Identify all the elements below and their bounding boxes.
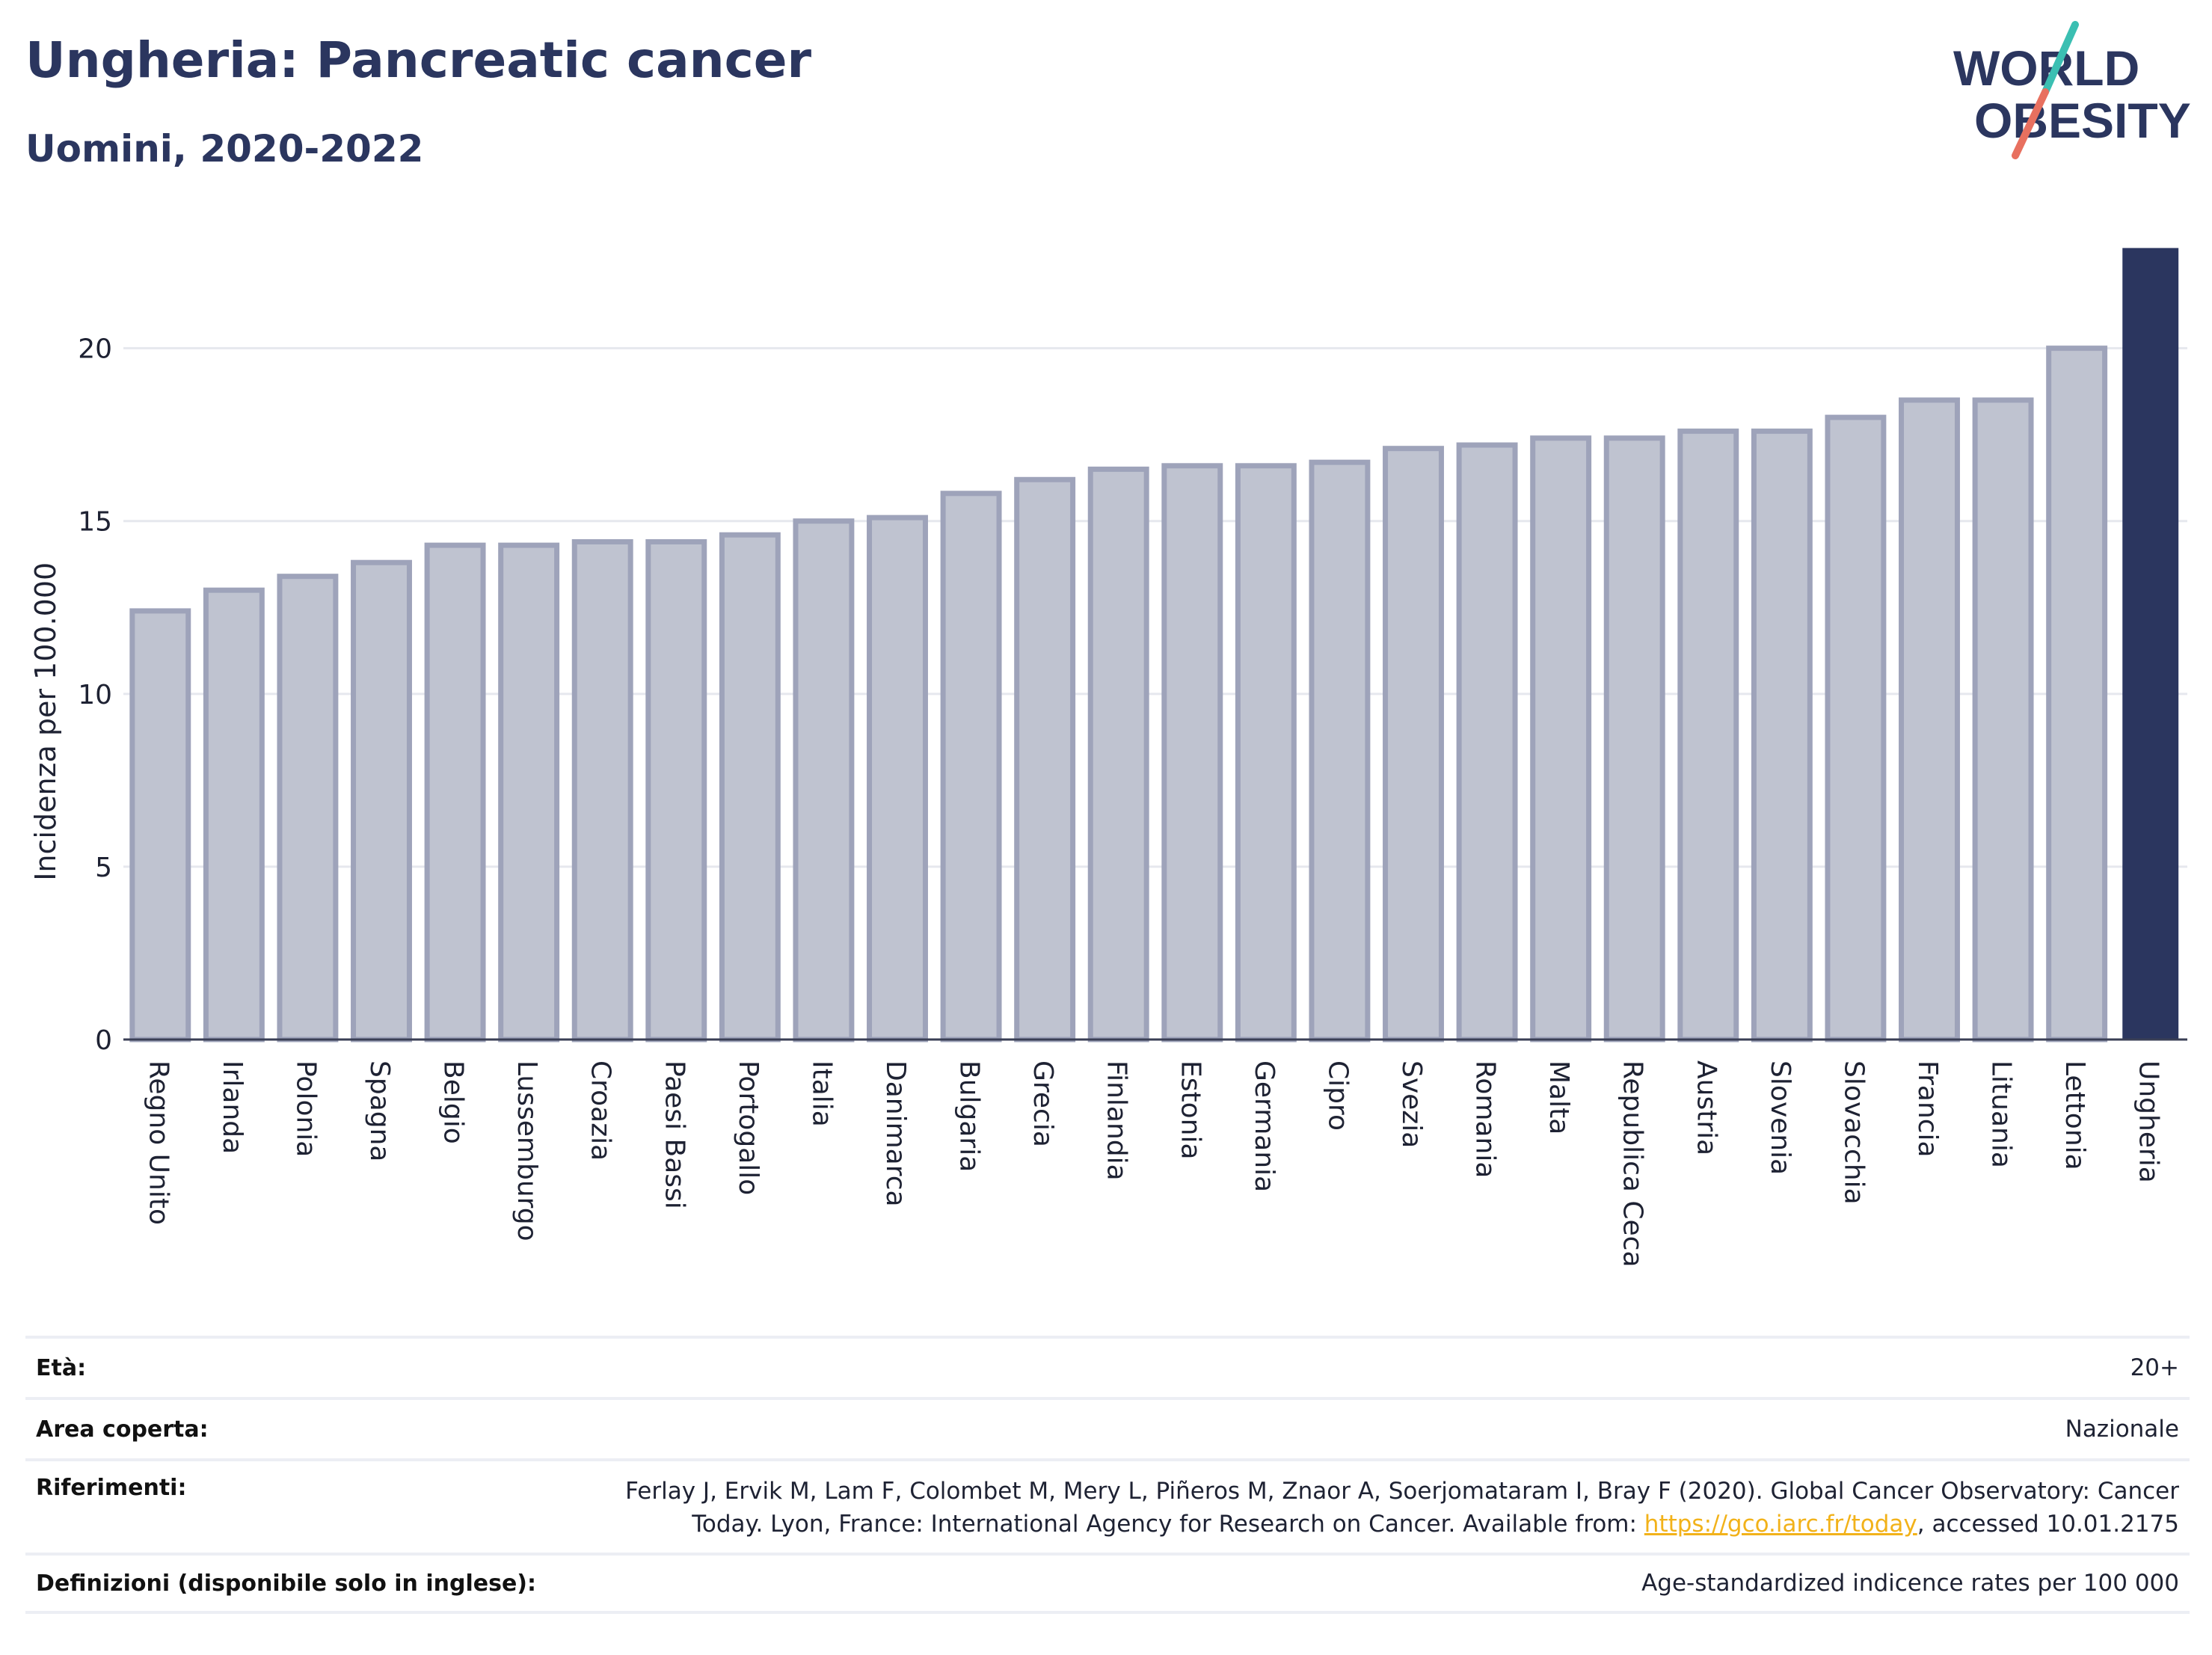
x-tick-label: Bulgaria (954, 1060, 985, 1172)
y-tick-label: 5 (95, 853, 112, 883)
bar (1087, 466, 1149, 1043)
page-title: Ungheria: Pancreatic cancer (25, 31, 812, 89)
info-value-definitions: Age-standardized indicence rates per 100… (1641, 1570, 2179, 1597)
x-tick-label: Paesi Bassi (659, 1060, 689, 1209)
bar (1603, 435, 1665, 1043)
x-tick-label: Finlandia (1102, 1060, 1132, 1181)
bar (793, 518, 855, 1043)
bar (645, 538, 707, 1043)
bar (498, 542, 560, 1043)
x-tick-label: Lettonia (2059, 1060, 2090, 1170)
logo-line2: OBESITY (1974, 93, 2191, 148)
x-tick-label: Romania (1470, 1060, 1501, 1178)
info-value-area: Nazionale (2065, 1416, 2179, 1443)
x-tick-label: Regno Unito (143, 1060, 173, 1225)
bar (1014, 476, 1076, 1043)
world-obesity-logo: WORLD OBESITY (1953, 21, 2191, 159)
bar (1972, 397, 2034, 1043)
y-tick-labels: 0 5 10 15 20 (78, 334, 112, 1056)
x-tick-label: Svezia (1396, 1060, 1427, 1148)
y-axis-label: Incidenza per 100.000 (29, 562, 62, 881)
x-tick-label: Republica Ceca (1617, 1060, 1648, 1268)
y-tick-label: 20 (78, 334, 112, 365)
bar (2122, 248, 2179, 1040)
x-tick-label: Malta (1543, 1060, 1574, 1134)
x-tick-label: Irlanda (217, 1060, 248, 1154)
bar (129, 608, 191, 1043)
bar (1456, 442, 1518, 1043)
reference-line2-pre: Today. Lyon, France: International Agenc… (692, 1511, 1644, 1538)
info-row-area: Area coperta: Nazionale (25, 1397, 2190, 1458)
x-tick-label: Danimarca (880, 1060, 911, 1207)
bar (277, 574, 339, 1043)
reference-link[interactable]: https://gco.iarc.fr/today (1644, 1511, 1917, 1538)
bar (1161, 463, 1223, 1043)
bar (2046, 346, 2108, 1043)
info-value-references: Ferlay J, Ervik M, Lam F, Colombet M, Me… (625, 1475, 2190, 1541)
info-value-age: 20+ (2130, 1354, 2179, 1381)
x-tick-label: Estonia (1175, 1060, 1205, 1160)
bar (719, 532, 781, 1043)
info-label-references: Riferimenti: (36, 1475, 187, 1501)
bar (1899, 397, 1960, 1043)
x-tick-labels: Regno Unito Irlanda Polonia Spagna Belgio Lus… (143, 1060, 2163, 1268)
info-label-definitions: Definizioni (disponibile solo in inglese… (36, 1570, 536, 1597)
x-tick-label: Lituania (1986, 1060, 2017, 1168)
info-label-area: Area coperta: (36, 1416, 209, 1443)
y-tick-label: 15 (78, 507, 112, 538)
x-tick-label: Slovacchia (1838, 1060, 1869, 1205)
x-tick-label: Ungheria (2133, 1060, 2164, 1183)
y-tick-label: 0 (95, 1025, 112, 1056)
bar (203, 587, 265, 1043)
reference-line2-post: , accessed 10.01.2175 (1917, 1511, 2179, 1538)
x-tick-label: Austria (1691, 1060, 1721, 1155)
info-row-definitions: Definizioni (disponibile solo in inglese… (25, 1553, 2190, 1614)
bar (1383, 446, 1444, 1043)
x-tick-label: Lussemburgo (511, 1060, 542, 1241)
x-tick-label: Germania (1249, 1060, 1279, 1192)
page-subtitle: Uomini, 2020-2022 (25, 127, 424, 171)
logo-slash-teal (2042, 21, 2079, 96)
x-tick-label: Grecia (1027, 1060, 1058, 1147)
reference-line1: Ferlay J, Ervik M, Lam F, Colombet M, Me… (625, 1478, 2179, 1505)
bar (1309, 459, 1371, 1043)
x-tick-label: Cipro (1322, 1060, 1353, 1131)
bar (351, 559, 412, 1043)
y-tick-label: 10 (78, 680, 112, 710)
logo-slash-coral (2012, 88, 2049, 159)
x-tick-label: Slovenia (1765, 1060, 1795, 1175)
bars (123, 248, 2187, 1043)
x-tick-label: Portogallo (733, 1060, 764, 1195)
info-row-age: Età: 20+ (25, 1336, 2190, 1397)
bar (1751, 429, 1813, 1043)
x-tick-label: Polonia (290, 1060, 321, 1157)
bar (867, 515, 928, 1043)
bar (1530, 435, 1592, 1043)
bar (424, 542, 486, 1043)
info-label-age: Età: (36, 1354, 87, 1381)
info-table: Età: 20+ Area coperta: Nazionale Riferim… (25, 1336, 2190, 1614)
bar (940, 491, 1002, 1043)
bar-chart: 0 5 10 15 20 Regno Unito Irlanda Polonia Spagna… (29, 248, 2187, 1268)
x-tick-label: Francia (1912, 1060, 1943, 1158)
bar (1825, 414, 1887, 1043)
x-tick-label: Belgio (438, 1060, 469, 1144)
bar (1677, 429, 1739, 1043)
info-row-references: Riferimenti: Ferlay J, Ervik M, Lam F, C… (25, 1458, 2190, 1553)
x-tick-label: Italia (806, 1060, 837, 1127)
bar (1235, 463, 1297, 1043)
bar (571, 538, 633, 1043)
x-tick-label: Spagna (364, 1060, 395, 1162)
x-tick-label: Croazia (586, 1060, 616, 1161)
